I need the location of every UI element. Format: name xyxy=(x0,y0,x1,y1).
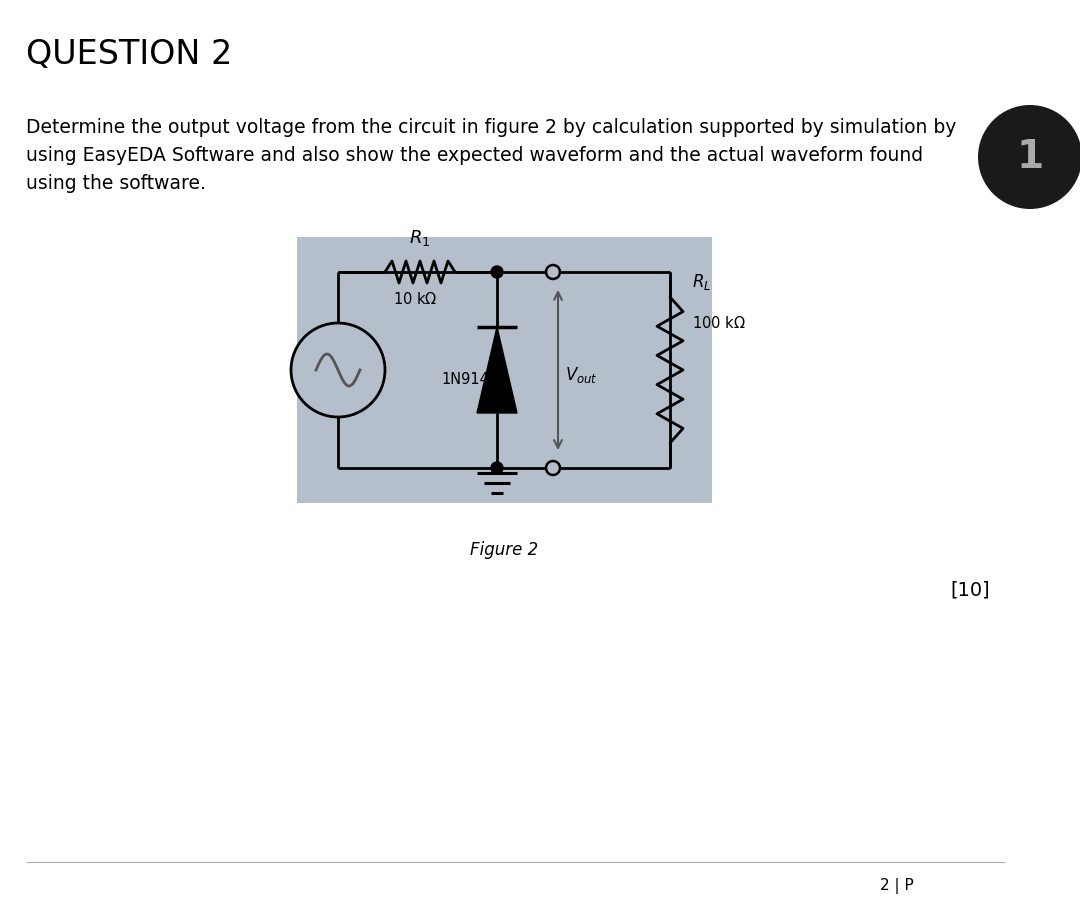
Circle shape xyxy=(491,462,503,474)
Text: $R_L$: $R_L$ xyxy=(692,272,712,292)
Text: using the software.: using the software. xyxy=(26,174,206,193)
Text: Determine the output voltage from the circuit in figure 2 by calculation support: Determine the output voltage from the ci… xyxy=(26,118,957,137)
Bar xyxy=(297,237,712,503)
Circle shape xyxy=(291,323,384,417)
Text: [10]: [10] xyxy=(950,580,989,599)
Text: $V_{out}$: $V_{out}$ xyxy=(565,365,598,385)
Text: 1: 1 xyxy=(1016,138,1043,176)
Circle shape xyxy=(546,265,561,279)
Circle shape xyxy=(546,461,561,475)
Circle shape xyxy=(491,266,503,278)
Text: 10 k$\Omega$: 10 k$\Omega$ xyxy=(393,291,437,307)
Text: Figure 2: Figure 2 xyxy=(471,541,539,559)
Text: QUESTION 2: QUESTION 2 xyxy=(26,38,232,71)
Text: 1N914: 1N914 xyxy=(441,372,489,388)
Circle shape xyxy=(978,105,1080,209)
Text: using EasyEDA Software and also show the expected waveform and the actual wavefo: using EasyEDA Software and also show the… xyxy=(26,146,923,165)
Text: 2 | P: 2 | P xyxy=(880,878,914,894)
Polygon shape xyxy=(477,327,517,413)
Text: $R_1$: $R_1$ xyxy=(409,228,431,248)
Text: 100 k$\Omega$: 100 k$\Omega$ xyxy=(692,315,745,331)
